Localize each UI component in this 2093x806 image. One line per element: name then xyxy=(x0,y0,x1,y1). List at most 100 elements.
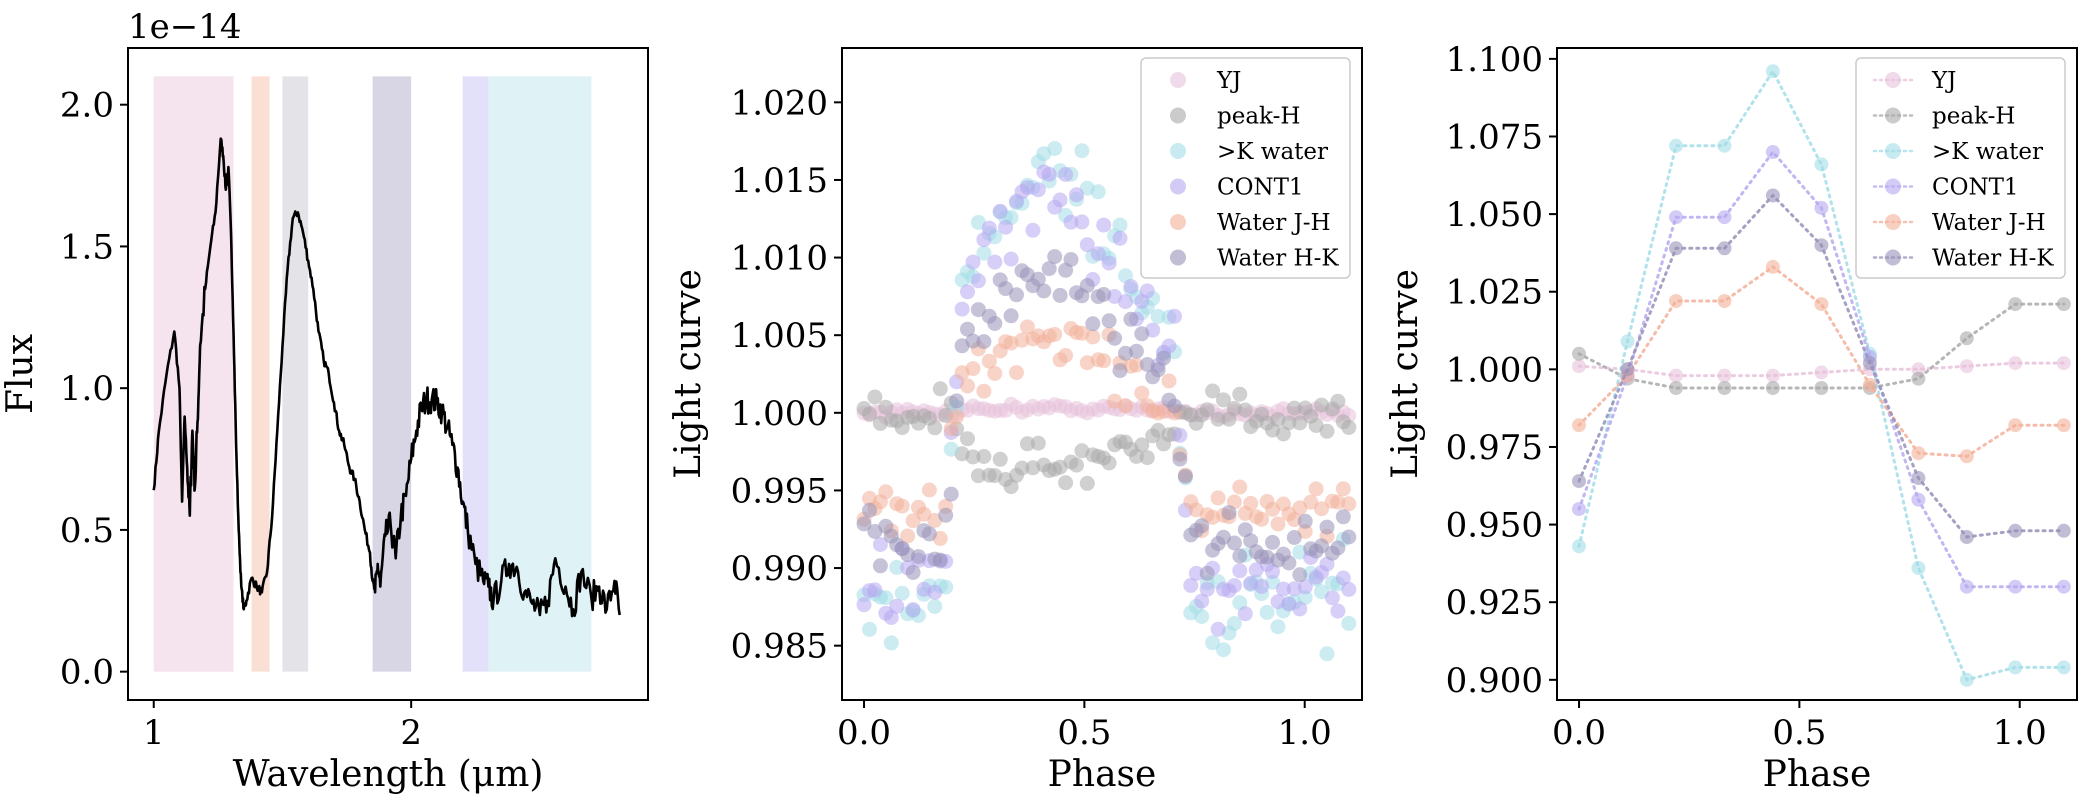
series-water-h-k xyxy=(1572,188,2071,544)
legend-marker xyxy=(1885,143,1901,159)
data-point-water-j-h xyxy=(1134,385,1150,401)
legend-label: Water H-K xyxy=(1932,246,2054,272)
y-tick-label: 0.5 xyxy=(60,511,114,551)
data-point-water-j-h xyxy=(1210,490,1226,506)
legend-marker xyxy=(1885,72,1901,88)
data-point-water-j-h xyxy=(1669,294,1683,308)
data-point-water-j-h xyxy=(894,498,910,514)
data-point-cont1 xyxy=(1232,563,1248,579)
data-point-yj xyxy=(2008,356,2023,371)
legend-label: Water H-K xyxy=(1217,246,1339,272)
data-point-peak-h xyxy=(1030,435,1046,451)
legend-label: >K water xyxy=(1932,139,2043,165)
band-peak-h xyxy=(282,76,309,672)
data-point-peak-h xyxy=(1199,402,1215,418)
data-point-water-h-k xyxy=(1243,533,1259,549)
data-point-cont1 xyxy=(1172,427,1188,443)
data-point-k-water xyxy=(1090,184,1106,200)
data-point-water-h-k xyxy=(1134,326,1150,342)
axes-frame xyxy=(127,47,649,701)
data-point-k-water xyxy=(1620,334,1635,349)
data-point-cont1 xyxy=(1058,167,1074,182)
data-point-water-j-h xyxy=(960,378,975,394)
data-point-k-water xyxy=(1911,561,1926,575)
data-point-peak-h xyxy=(1210,411,1226,427)
data-point-water-j-h xyxy=(916,506,932,522)
data-point-water-j-h xyxy=(1303,494,1319,510)
data-point-yj xyxy=(1959,359,1974,374)
band-water-j-h xyxy=(251,76,270,672)
data-point-peak-h xyxy=(1139,450,1155,466)
data-point-cont1 xyxy=(960,284,975,300)
data-point-peak-h xyxy=(1911,371,1926,386)
x-tick-label: 1 xyxy=(143,713,165,753)
data-point-k-water xyxy=(1572,539,1586,554)
x-axis-label: Wavelength (μm) xyxy=(233,754,544,795)
legend-label: peak-H xyxy=(1217,104,1300,130)
data-point-water-j-h xyxy=(900,528,916,544)
data-point-cont1 xyxy=(1911,492,1926,507)
data-point-cont1 xyxy=(1003,251,1019,267)
legend-item-yj: YJ xyxy=(1872,68,1956,94)
y-tick-label: 1.005 xyxy=(731,316,828,356)
data-point-peak-h xyxy=(1069,457,1084,473)
data-point-water-j-h xyxy=(981,353,997,369)
y-tick-label: 1.020 xyxy=(731,83,828,123)
data-point-water-h-k xyxy=(1959,530,1974,544)
legend-item-peak-h: peak-H xyxy=(1170,104,1300,130)
data-point-peak-h xyxy=(1286,400,1302,416)
x-tick-label: 0.0 xyxy=(1552,713,1606,753)
series-line-water-j-h xyxy=(1577,265,2066,458)
x-tick-label: 0.5 xyxy=(1772,713,1826,753)
data-point-water-j-h xyxy=(1717,294,1732,308)
data-point-cont1 xyxy=(1292,601,1308,617)
data-point-cont1 xyxy=(1265,564,1280,580)
data-point-cont1 xyxy=(1090,246,1106,262)
data-point-cont1 xyxy=(1074,214,1090,230)
y-axis-label: Flux xyxy=(0,334,41,414)
y-tick-label: 1.010 xyxy=(731,239,828,279)
data-point-peak-h xyxy=(927,420,943,436)
y-tick-label: 0.925 xyxy=(1446,583,1543,623)
data-point-cont1 xyxy=(1030,182,1046,198)
data-point-cont1 xyxy=(1959,579,1974,594)
data-point-cont1 xyxy=(1199,581,1215,597)
data-point-water-j-h xyxy=(1572,418,1586,433)
data-point-water-h-k xyxy=(1226,535,1242,551)
data-point-water-h-k xyxy=(1314,538,1329,554)
data-point-k-water xyxy=(1205,635,1221,651)
data-point-cont1 xyxy=(2008,579,2023,594)
data-point-water-j-h xyxy=(965,361,981,377)
legend-item-water-j-h: Water J-H xyxy=(1170,210,1331,236)
legend-item-cont1: CONT1 xyxy=(1872,175,2019,201)
data-point-cont1 xyxy=(965,254,981,270)
legend: YJ peak-H >K water CONT1 Water J-H Water H-K xyxy=(1140,57,1351,279)
data-point-water-h-k xyxy=(1041,261,1057,277)
legend-marker xyxy=(1885,178,1901,195)
data-point-water-j-h xyxy=(1959,449,1974,464)
x-axis-label: Phase xyxy=(1763,754,1872,795)
data-point-cont1 xyxy=(1063,214,1079,230)
data-point-water-j-h xyxy=(1862,377,1877,392)
data-point-k-water xyxy=(1194,609,1210,624)
legend-item-water-h-k: Water H-K xyxy=(1170,246,1339,272)
y-axis-label: Light curve xyxy=(668,269,709,479)
data-point-cont1 xyxy=(889,598,905,614)
data-point-k-water xyxy=(894,585,910,601)
data-point-peak-h xyxy=(1128,448,1144,464)
data-point-cont1 xyxy=(1717,210,1732,225)
data-point-cont1 xyxy=(976,232,992,248)
y-tick-label: 0.900 xyxy=(1446,661,1543,701)
data-point-cont1 xyxy=(856,597,872,613)
data-point-water-h-k xyxy=(1281,555,1297,571)
data-point-peak-h xyxy=(1003,479,1019,495)
data-point-water-h-k xyxy=(1172,451,1188,467)
data-point-water-h-k xyxy=(1150,362,1166,378)
data-point-cont1 xyxy=(1765,145,1780,159)
legend-item-cont1: CONT1 xyxy=(1170,175,1304,201)
data-point-cont1 xyxy=(905,602,921,618)
y-tick-label: 1.075 xyxy=(1446,117,1543,157)
data-point-water-j-h xyxy=(878,484,894,500)
legend-marker xyxy=(1170,107,1186,124)
legend-item-water-h-k: Water H-K xyxy=(1872,246,2054,272)
